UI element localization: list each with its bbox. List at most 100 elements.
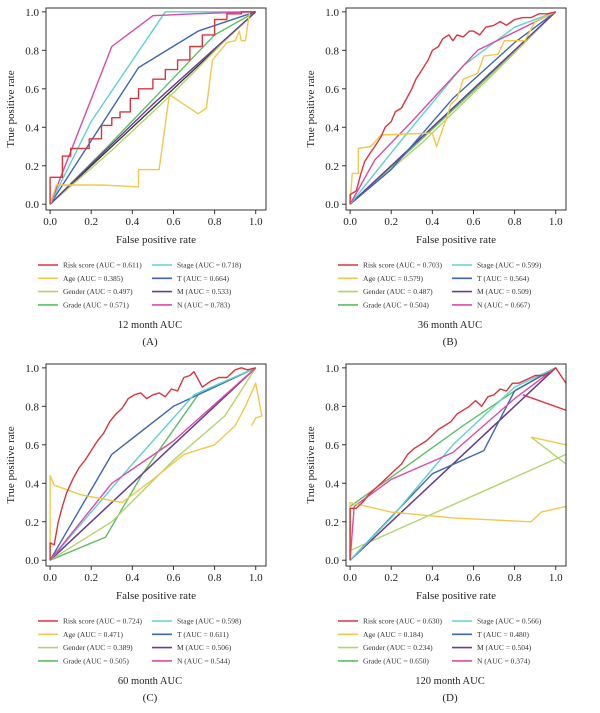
y-tick-label: 0.0 [25,199,39,211]
legend-label-grade: Grade (AUC = 0.504) [363,301,429,310]
series-line-age [49,11,256,205]
y-tick-label: 0.6 [325,84,339,96]
x-tick-label: 0.0 [343,216,357,228]
x-axis-label: False positive rate [416,234,496,246]
series-line-risk-score [49,367,256,561]
roc-chart-svg: 0.0 0.2 0.4 0.6 0.8 1.0 0.0 0.2 0.4 0.6 0.8 1.0 Fals… [305,363,567,704]
y-tick-label: 1.0 [25,7,39,19]
x-tick-label: 1.0 [549,216,563,228]
legend-label-risk-score: Risk score (AUC = 0.724) [63,617,143,626]
x-tick-label: 0.2 [84,572,98,584]
panel-subtitle: 120 month AUC [415,676,484,687]
x-tick-label: 0.6 [467,572,481,584]
y-tick-label: 0.2 [25,517,39,529]
y-tick-label: 1.0 [325,363,339,375]
roc-chart-svg: 0.0 0.2 0.4 0.6 0.8 1.0 0.0 0.2 0.4 0.6 0.8 1.0 Fals… [5,7,267,348]
legend-label-grade: Grade (AUC = 0.505) [63,657,129,666]
series-line-stage [349,367,556,561]
y-tick-label: 0.2 [325,517,339,529]
plot-area [49,11,257,205]
x-tick-label: 0.2 [384,216,398,228]
y-tick-label: 0.6 [325,440,339,452]
y-tick-label: 1.0 [25,363,39,375]
x-tick-label: 0.0 [343,572,357,584]
legend-label-m: M (AUC = 0.533) [177,287,232,296]
y-tick-label: 0.4 [25,478,39,490]
series-line-age [349,501,566,561]
x-tick-label: 1.0 [249,216,263,228]
x-tick-label: 0.4 [125,216,139,228]
x-tick-label: 0.6 [167,572,181,584]
panel-subtitle: 60 month AUC [118,676,182,687]
series-line-grade [349,11,557,205]
legend-label-n: N (AUC = 0.667) [477,301,530,310]
series-line-n [349,367,557,561]
series-line-stage [49,11,256,205]
legend-label-gender: Gender (AUC = 0.497) [63,287,133,296]
series-line-risk-score [522,394,566,411]
panel-subtitle: 12 month AUC [118,320,182,331]
roc-panel-d: 0.0 0.2 0.4 0.6 0.8 1.0 0.0 0.2 0.4 0.6 0.8 1.0 Fals… [300,356,600,712]
y-tick-label: 0.0 [325,199,339,211]
x-tick-label: 0.0 [43,216,57,228]
plot-frame [45,363,267,567]
legend-label-stage: Stage (AUC = 0.599) [477,261,542,270]
x-tick-label: 1.0 [249,572,263,584]
legend-label-t: T (AUC = 0.664) [177,274,230,283]
x-tick-label: 0.4 [125,572,139,584]
y-tick-label: 0.2 [25,161,39,173]
x-tick-label: 0.0 [43,572,57,584]
y-tick-label: 0.2 [325,161,339,173]
legend-label-grade: Grade (AUC = 0.650) [363,657,429,666]
legend-label-risk-score: Risk score (AUC = 0.611) [63,261,142,270]
x-tick-label: 0.2 [384,572,398,584]
series-line-m [49,11,257,205]
legend-label-age: Age (AUC = 0.579) [363,274,424,283]
legend-label-age: Age (AUC = 0.184) [363,630,424,639]
roc-panel-a: 0.0 0.2 0.4 0.6 0.8 1.0 0.0 0.2 0.4 0.6 0.8 1.0 Fals… [0,0,300,356]
y-tick-label: 0.8 [25,401,39,413]
series-line-n [349,11,557,205]
panel-label: (B) [443,336,458,348]
x-tick-label: 0.8 [508,572,522,584]
panel-label: (D) [442,692,458,704]
y-tick-label: 0.0 [325,555,339,567]
legend-label-risk-score: Risk score (AUC = 0.630) [363,617,443,626]
x-tick-label: 0.8 [508,216,522,228]
plot-frame [45,7,267,211]
roc-chart-svg: 0.0 0.2 0.4 0.6 0.8 1.0 0.0 0.2 0.4 0.6 0.8 1.0 Fals… [5,363,267,704]
roc-chart-svg: 0.0 0.2 0.4 0.6 0.8 1.0 0.0 0.2 0.4 0.6 0.8 1.0 Fals… [305,7,567,348]
panel-subtitle: 36 month AUC [418,320,482,331]
series-line-n [49,367,257,561]
y-tick-label: 0.6 [25,84,39,96]
y-axis-label: True positive rate [5,70,17,147]
y-tick-label: 0.8 [25,45,39,57]
x-tick-label: 0.2 [84,216,98,228]
series-line-risk-score [349,11,556,205]
series-line-age [530,436,566,446]
series-line-gender [349,453,566,561]
plot-area [349,11,557,205]
series-line-n [49,11,256,205]
legend-label-t: T (AUC = 0.480) [477,630,530,639]
legend-label-n: N (AUC = 0.544) [177,657,230,666]
series-line-t [49,367,256,561]
legend-label-age: Age (AUC = 0.385) [63,274,124,283]
legend-label-m: M (AUC = 0.509) [477,287,532,296]
x-tick-label: 0.8 [208,216,222,228]
x-tick-label: 0.6 [467,216,481,228]
y-tick-label: 0.4 [325,478,339,490]
panel-label: (A) [142,336,158,348]
y-tick-label: 0.8 [325,401,339,413]
x-tick-label: 1.0 [549,572,563,584]
panel-label: (C) [143,692,158,704]
x-axis-label: False positive rate [116,590,196,602]
plot-area [349,367,566,561]
legend-label-grade: Grade (AUC = 0.571) [63,301,129,310]
x-tick-label: 0.6 [167,216,181,228]
series-line-m [349,11,557,205]
series-line-risk-score [49,11,256,205]
series-line-t [349,11,557,205]
y-tick-label: 1.0 [325,7,339,19]
roc-panel-b: 0.0 0.2 0.4 0.6 0.8 1.0 0.0 0.2 0.4 0.6 0.8 1.0 Fals… [300,0,600,356]
